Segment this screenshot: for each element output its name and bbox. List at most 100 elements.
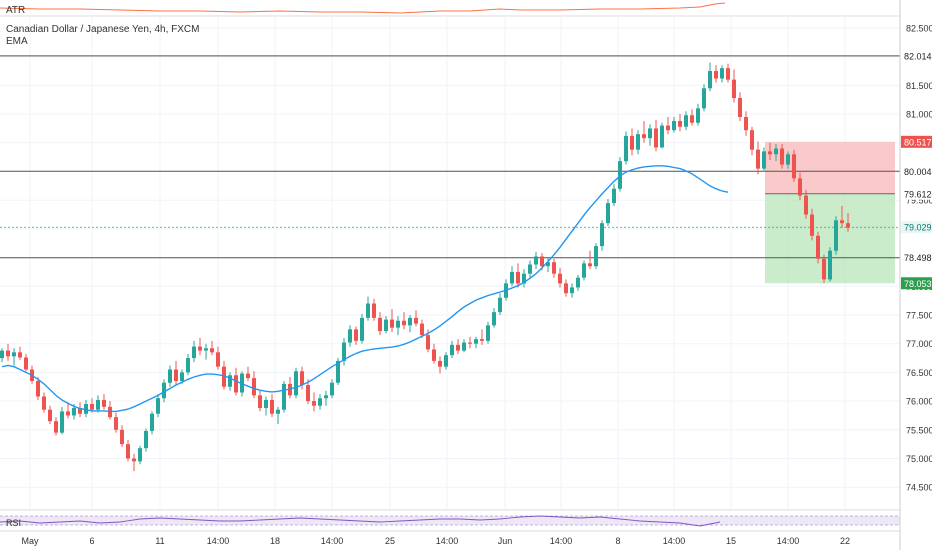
candle bbox=[492, 308, 496, 328]
candle bbox=[270, 394, 274, 418]
candle-body bbox=[174, 369, 178, 382]
candle bbox=[324, 390, 328, 406]
candle bbox=[168, 365, 172, 387]
candle bbox=[780, 143, 784, 169]
candle bbox=[252, 371, 256, 399]
candle-body bbox=[78, 407, 82, 414]
candle-body bbox=[792, 154, 796, 179]
candle bbox=[468, 336, 472, 349]
candle bbox=[372, 298, 376, 321]
target-badge: 78.053 bbox=[904, 279, 932, 289]
price-tick-label: 74.500 bbox=[906, 483, 932, 493]
candle-body bbox=[426, 335, 430, 350]
candle-body bbox=[708, 71, 712, 89]
candle bbox=[672, 116, 676, 133]
price-tick-label: 77.000 bbox=[906, 339, 932, 349]
candle-body bbox=[588, 263, 592, 267]
candle-body bbox=[834, 220, 838, 251]
candle bbox=[762, 147, 766, 172]
candle bbox=[528, 260, 532, 278]
candle-body bbox=[492, 312, 496, 326]
time-tick-label: 14:00 bbox=[663, 536, 686, 546]
candle bbox=[624, 131, 628, 165]
candle bbox=[810, 208, 814, 241]
last-price-badge: 79.029 bbox=[904, 223, 932, 233]
time-tick-label: 22 bbox=[840, 536, 850, 546]
candle-body bbox=[162, 382, 166, 399]
candle bbox=[834, 216, 838, 255]
candle-body bbox=[474, 339, 478, 344]
candle bbox=[588, 250, 592, 270]
candle bbox=[204, 343, 208, 360]
candle-body bbox=[216, 352, 220, 367]
candle-body bbox=[432, 349, 436, 361]
candle-body bbox=[786, 154, 790, 165]
candle-body bbox=[732, 79, 736, 99]
last-price-badge-bg bbox=[901, 221, 932, 234]
candle bbox=[552, 258, 556, 278]
price-tick-label: 79.500 bbox=[906, 196, 932, 206]
candle bbox=[144, 428, 148, 452]
candle-body bbox=[714, 71, 718, 79]
time-tick-label: 14:00 bbox=[436, 536, 459, 546]
candle bbox=[342, 337, 346, 366]
candle-body bbox=[354, 329, 358, 341]
candle-body bbox=[564, 283, 568, 294]
candle-body bbox=[192, 346, 196, 359]
candle-body bbox=[510, 271, 514, 284]
rsi-line bbox=[0, 515, 721, 527]
candle-body bbox=[96, 399, 100, 410]
candle-body bbox=[312, 401, 316, 406]
candle-body bbox=[744, 116, 748, 131]
candle bbox=[24, 354, 28, 372]
level-badge-bg bbox=[901, 165, 932, 178]
candle bbox=[216, 346, 220, 370]
candle bbox=[612, 184, 616, 206]
candle-body bbox=[624, 135, 628, 162]
candle-body bbox=[582, 263, 586, 278]
candle-body bbox=[228, 375, 232, 387]
candle-body bbox=[630, 135, 634, 150]
candle bbox=[804, 189, 808, 219]
candle bbox=[348, 325, 352, 347]
candle bbox=[708, 62, 712, 92]
candle-body bbox=[570, 287, 574, 294]
candle bbox=[54, 417, 58, 436]
candle-body bbox=[600, 223, 604, 247]
candle-body bbox=[666, 125, 670, 131]
candle-body bbox=[750, 130, 754, 150]
price-tick-label: 75.500 bbox=[906, 425, 932, 435]
candle-body bbox=[270, 399, 274, 414]
time-tick-label: 6 bbox=[89, 536, 94, 546]
candle bbox=[36, 376, 40, 400]
candle-body bbox=[462, 342, 466, 351]
candle bbox=[114, 412, 118, 433]
candle-body bbox=[480, 339, 484, 341]
candle-body bbox=[690, 115, 694, 123]
candle-body bbox=[684, 115, 688, 127]
candle-body bbox=[330, 382, 334, 396]
candle-body bbox=[822, 258, 826, 280]
candle-body bbox=[546, 262, 550, 267]
candle-body bbox=[324, 395, 328, 399]
time-axis[interactable]: May 6 11 14:00 18 14:00 25 14:00 Jun 14:00 8 14:00 1… bbox=[21, 536, 850, 546]
candle-body bbox=[594, 246, 598, 267]
candle-body bbox=[204, 348, 208, 351]
candle bbox=[768, 142, 772, 161]
candle bbox=[720, 65, 724, 83]
candle-body bbox=[336, 360, 340, 383]
candle-body bbox=[306, 385, 310, 402]
candle-body bbox=[372, 303, 376, 318]
candle bbox=[744, 111, 748, 136]
candle-body bbox=[396, 320, 400, 328]
candle-body bbox=[180, 372, 184, 382]
candle bbox=[402, 312, 406, 330]
candle-body bbox=[84, 403, 88, 414]
candle bbox=[300, 366, 304, 390]
candle bbox=[294, 367, 298, 399]
candle-body bbox=[168, 369, 172, 383]
candle bbox=[594, 243, 598, 270]
candle-body bbox=[648, 128, 652, 139]
